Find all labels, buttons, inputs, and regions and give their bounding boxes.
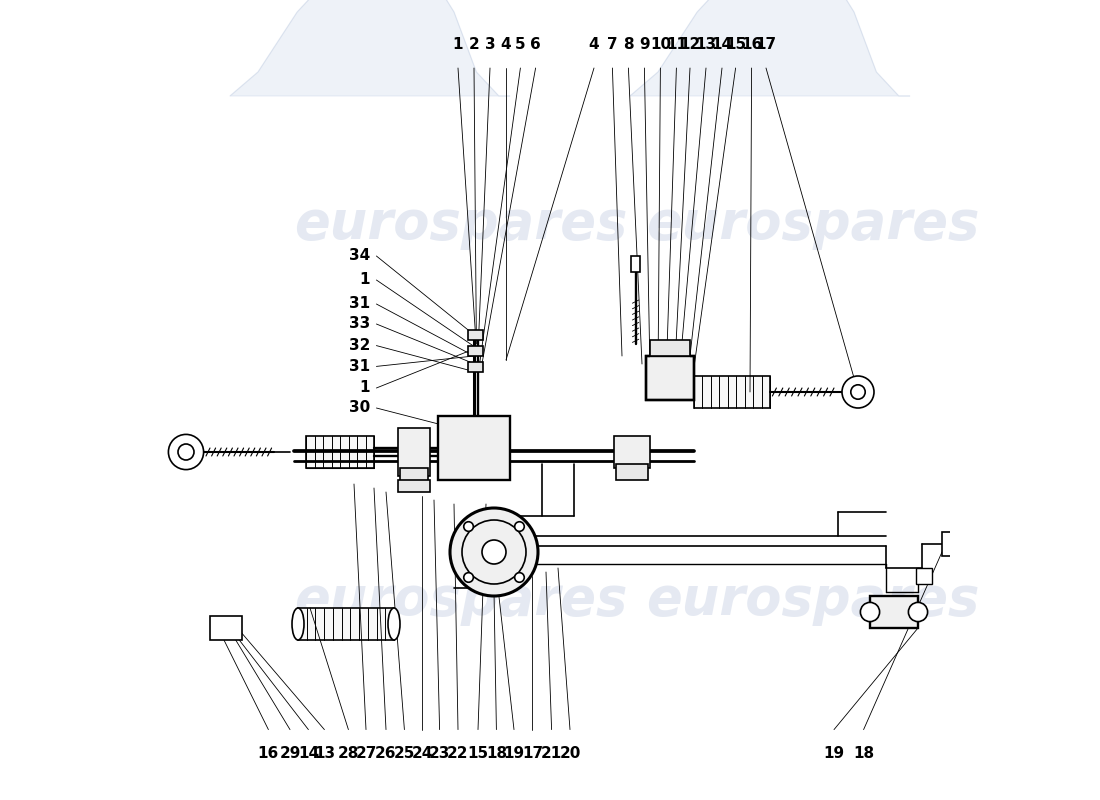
- Bar: [306, 436, 374, 468]
- Bar: [210, 616, 242, 640]
- Text: 19: 19: [504, 746, 525, 761]
- Text: eurospares: eurospares: [294, 574, 627, 626]
- Ellipse shape: [388, 608, 400, 640]
- Text: 3: 3: [485, 37, 495, 52]
- Bar: [469, 330, 483, 340]
- Text: 33: 33: [349, 317, 370, 331]
- Text: 13: 13: [695, 37, 716, 52]
- Text: 28: 28: [338, 746, 359, 761]
- Circle shape: [515, 573, 525, 582]
- Ellipse shape: [292, 608, 304, 640]
- Circle shape: [515, 522, 525, 531]
- Text: 1: 1: [453, 37, 463, 52]
- Text: 25: 25: [394, 746, 415, 761]
- Text: 9: 9: [639, 37, 650, 52]
- Text: 30: 30: [349, 401, 370, 415]
- Circle shape: [850, 385, 866, 399]
- Text: 5: 5: [515, 37, 526, 52]
- Bar: [398, 480, 430, 492]
- Text: 6: 6: [530, 37, 541, 52]
- Text: 1: 1: [360, 381, 370, 395]
- Circle shape: [464, 522, 473, 531]
- Text: 4: 4: [500, 37, 512, 52]
- Text: 12: 12: [680, 37, 701, 52]
- Text: 24: 24: [411, 746, 432, 761]
- Text: 16: 16: [741, 37, 762, 52]
- Text: 17: 17: [521, 746, 543, 761]
- Bar: [646, 356, 694, 400]
- Circle shape: [860, 602, 880, 622]
- Bar: [916, 568, 933, 584]
- Bar: [469, 346, 483, 356]
- Bar: [650, 340, 690, 356]
- Text: 23: 23: [429, 746, 450, 761]
- Text: 18: 18: [852, 746, 874, 761]
- Text: 4: 4: [588, 37, 600, 52]
- Text: 13: 13: [314, 746, 336, 761]
- Text: 18: 18: [486, 746, 507, 761]
- Text: 26: 26: [375, 746, 397, 761]
- Bar: [398, 428, 430, 476]
- Bar: [469, 362, 483, 372]
- Text: 15: 15: [468, 746, 488, 761]
- Text: 1: 1: [360, 273, 370, 287]
- Text: 11: 11: [666, 37, 686, 52]
- Bar: [298, 608, 394, 640]
- Circle shape: [842, 376, 874, 408]
- Circle shape: [450, 508, 538, 596]
- Text: eurospares: eurospares: [646, 198, 979, 250]
- Text: 31: 31: [349, 359, 370, 374]
- Text: 31: 31: [349, 297, 370, 311]
- Text: 15: 15: [725, 37, 746, 52]
- Text: 2: 2: [469, 37, 480, 52]
- Text: 17: 17: [756, 37, 777, 52]
- Text: eurospares: eurospares: [646, 574, 979, 626]
- Polygon shape: [230, 0, 510, 96]
- Text: 16: 16: [257, 746, 279, 761]
- Bar: [616, 464, 648, 480]
- Bar: [614, 436, 650, 468]
- Text: 14: 14: [298, 746, 319, 761]
- Circle shape: [178, 444, 194, 460]
- Bar: [942, 532, 956, 556]
- Bar: [438, 416, 510, 480]
- Text: eurospares: eurospares: [294, 198, 627, 250]
- Text: 22: 22: [448, 746, 469, 761]
- Text: 21: 21: [541, 746, 562, 761]
- Circle shape: [909, 602, 927, 622]
- Circle shape: [464, 573, 473, 582]
- Polygon shape: [630, 0, 910, 96]
- Text: 20: 20: [559, 746, 581, 761]
- Bar: [694, 376, 770, 408]
- Text: 14: 14: [712, 37, 733, 52]
- Text: 8: 8: [623, 37, 634, 52]
- Text: 19: 19: [824, 746, 845, 761]
- Bar: [870, 596, 918, 628]
- Text: 32: 32: [349, 338, 370, 353]
- Bar: [399, 468, 428, 484]
- Text: 29: 29: [279, 746, 300, 761]
- Bar: [630, 256, 640, 272]
- Circle shape: [168, 434, 204, 470]
- Text: 34: 34: [349, 249, 370, 263]
- Text: 7: 7: [607, 37, 618, 52]
- Circle shape: [482, 540, 506, 564]
- Text: 27: 27: [355, 746, 376, 761]
- Text: 10: 10: [650, 37, 671, 52]
